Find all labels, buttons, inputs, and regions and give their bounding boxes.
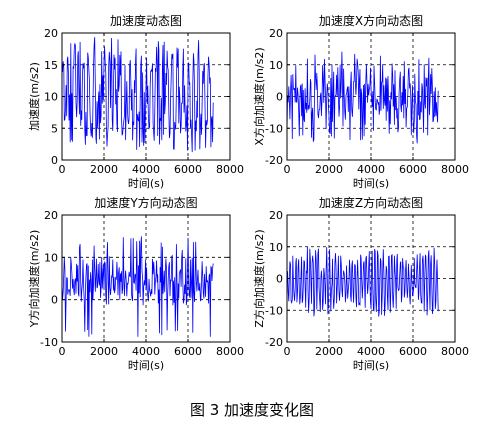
y-tick-label: 10 bbox=[44, 91, 58, 104]
y-tick-label: 20 bbox=[44, 27, 58, 40]
y-tick-label: 0 bbox=[276, 273, 283, 286]
x-tick-label: 4000 bbox=[357, 345, 385, 358]
x-tick-label: 2000 bbox=[90, 345, 118, 358]
x-tick-label: 6000 bbox=[399, 163, 427, 176]
y-tick-label: 20 bbox=[44, 209, 58, 222]
y-tick-label: 10 bbox=[269, 241, 283, 254]
y-tick-label: 0 bbox=[51, 154, 58, 167]
x-tick-label: 2000 bbox=[315, 163, 343, 176]
chart-title: 加速度动态图 bbox=[110, 13, 182, 28]
figure-caption: 图 3 加速度变化图 bbox=[190, 401, 314, 419]
chart-title: 加速度Y方向动态图 bbox=[94, 195, 197, 210]
panel-y-acceleration: 0 2000 4000 6000 8000-1001020加速度Y方向动态图时间(s)Y… bbox=[27, 195, 244, 372]
x-axis-label: 时间(s) bbox=[353, 359, 389, 372]
x-tick-label: 4000 bbox=[132, 345, 160, 358]
series-line bbox=[286, 246, 439, 317]
x-tick-label: 8000 bbox=[441, 345, 469, 358]
panel-z-acceleration: 0 2000 4000 6000 8000 -20 -10 0 10 20 加速度Z方向动态图时间(… bbox=[252, 195, 469, 372]
series-line bbox=[61, 236, 214, 337]
series-line bbox=[61, 37, 214, 153]
x-tick-label: 6000 bbox=[399, 345, 427, 358]
series-line bbox=[286, 51, 439, 144]
y-axis-label: Y方向加速度(m/s2) bbox=[27, 230, 41, 328]
x-axis-label: 时间(s) bbox=[353, 177, 389, 190]
x-axis-label: 时间(s) bbox=[128, 359, 164, 372]
y-tick-label: 10 bbox=[44, 251, 58, 264]
x-tick-label: 0 bbox=[59, 163, 66, 176]
x-tick-label: 2000 bbox=[90, 163, 118, 176]
y-axis-label: 加速度(m/s2) bbox=[27, 62, 41, 131]
x-tick-label: 8000 bbox=[441, 163, 469, 176]
y-tick-label: 5 bbox=[51, 122, 58, 135]
chart-title: 加速度Z方向动态图 bbox=[319, 195, 423, 210]
x-tick-label: 0 bbox=[284, 163, 291, 176]
y-tick-label: 0 bbox=[51, 294, 58, 307]
chart-title: 加速度X方向动态图 bbox=[319, 13, 423, 28]
y-tick-label: 20 bbox=[269, 27, 283, 40]
y-tick-label: 15 bbox=[44, 59, 58, 72]
y-tick-label: -20 bbox=[265, 154, 283, 167]
y-tick-label: 20 bbox=[269, 209, 283, 222]
x-tick-label: 0 bbox=[284, 345, 291, 358]
y-axis-label: X方向加速度(m/s2) bbox=[252, 47, 266, 145]
y-tick-label: 10 bbox=[269, 59, 283, 72]
y-tick-label: 0 bbox=[276, 91, 283, 104]
y-tick-label: -10 bbox=[265, 122, 283, 135]
y-tick-label: -10 bbox=[40, 336, 58, 349]
x-axis-label: 时间(s) bbox=[128, 177, 164, 190]
x-tick-label: 8000 bbox=[216, 345, 244, 358]
x-tick-label: 8000 bbox=[216, 163, 244, 176]
x-tick-label: 6000 bbox=[174, 163, 202, 176]
panel-x-acceleration: 0 2000 4000 6000 8000 -20 -10 0 10 20 加速度X方向动态图时间(… bbox=[252, 13, 469, 190]
y-axis-label: Z方向加速度(m/s2) bbox=[252, 229, 266, 327]
x-tick-label: 4000 bbox=[132, 163, 160, 176]
x-tick-label: 6000 bbox=[174, 345, 202, 358]
y-tick-label: -20 bbox=[265, 336, 283, 349]
y-tick-label: -10 bbox=[265, 304, 283, 317]
x-tick-label: 2000 bbox=[315, 345, 343, 358]
x-tick-label: 4000 bbox=[357, 163, 385, 176]
x-tick-label: 0 bbox=[59, 345, 66, 358]
